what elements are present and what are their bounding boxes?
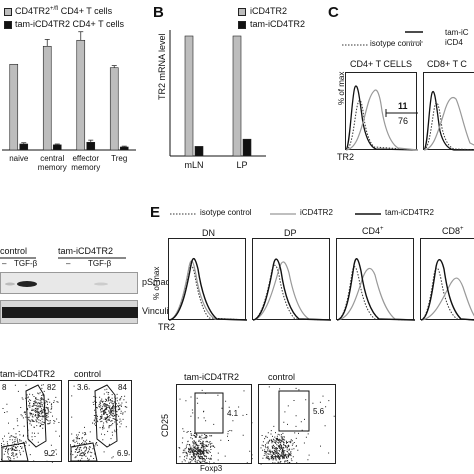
x-axis-label-e: TR2 <box>158 322 176 332</box>
col-label-control: control <box>0 246 28 256</box>
label-control-g: control <box>268 372 296 382</box>
bar-a-0-1 <box>42 45 52 151</box>
subplot-title-dn: DN <box>202 228 215 238</box>
legend-line-e-tam <box>355 213 381 215</box>
tick-label-a-0: naive <box>9 154 29 163</box>
histogram-cd8-e <box>420 238 474 321</box>
legend-label-icd4: iCD4 <box>445 38 463 47</box>
legend-swatch-tam <box>4 21 12 29</box>
bar-a-0-2 <box>76 39 86 151</box>
bar-a-0-3 <box>109 67 119 151</box>
legend-swatch-icd4tr2 <box>238 8 246 16</box>
tick-label-a-1: central <box>40 154 64 163</box>
number-f-6: 6.9 <box>117 449 129 458</box>
legend-label-e-tam: tam-iCD4TR2 <box>385 208 434 217</box>
label-tam-g: tam-iCD4TR2 <box>184 372 240 382</box>
gate-number-tam: 11 <box>398 101 408 111</box>
legend-label-e-isotype: isotype control <box>200 208 252 217</box>
legend-line-tam <box>405 31 423 33</box>
legend-label-tam: tam-iCD4TR2 CD4+ T cells <box>15 19 124 29</box>
blot-psmad2 <box>0 272 138 294</box>
bar-a-1-2 <box>86 141 96 151</box>
panel-letter-e: E <box>150 204 161 221</box>
legend-line-e-icd4tr2 <box>270 213 296 215</box>
number-f-3: 9.2 <box>44 449 56 458</box>
treat-label-3: – <box>66 259 71 268</box>
subplot-title-cd8: CD8+ T C <box>427 59 467 69</box>
col-line-control <box>0 257 36 259</box>
tick-label-b-0: mLN <box>184 160 203 170</box>
dotplot-tam-g: 4.1 <box>176 384 253 465</box>
blot-vinculin <box>0 300 138 324</box>
legend-label-tam-icd4tr2: tam-iCD4TR2 <box>250 19 306 29</box>
x-axis-label-c: TR2 <box>337 152 355 162</box>
bar-b-0-0 <box>184 35 194 157</box>
dotplot-control-g: 5.6 <box>258 384 336 465</box>
legend-label-e-icd4tr2: iCD4TR2 <box>300 208 333 217</box>
tick-label-b-1: LP <box>236 160 247 170</box>
tick-label-a-2: effector <box>72 154 99 163</box>
histogram-cd4-e <box>336 238 416 321</box>
bar-b-0-1 <box>232 35 242 157</box>
label-control-f: control <box>74 369 102 379</box>
y-axis-label-g: CD25 <box>160 413 170 437</box>
legend-swatch-tam-icd4tr2 <box>238 21 246 29</box>
legend-label-tam: tam-iC <box>445 28 469 37</box>
histogram-dn <box>168 238 248 321</box>
tick-label-a-line2-2: memory <box>71 163 100 172</box>
histogram-cd4: 11 76 <box>345 72 419 151</box>
legend-line-isotype <box>342 44 368 46</box>
subplot-title-cd4: CD4+ T CELLS <box>350 59 412 69</box>
y-axis-label-e: % of max <box>152 266 161 300</box>
bar-a-1-3 <box>119 146 129 151</box>
bar-chart-b: mLN LP <box>169 30 266 170</box>
number-f-5: 84 <box>118 383 127 392</box>
legend-label-control: CD4TR2+/fl CD4+ T cells <box>15 6 113 16</box>
treat-label-2: TGF-β <box>14 259 38 268</box>
gate-number-g-control: 5.6 <box>313 407 325 416</box>
panel-letter-b: B <box>153 4 164 21</box>
treat-label-1: – <box>2 259 7 268</box>
number-f-2: 82 <box>47 383 56 392</box>
col-label-tam: tam-iCD4TR2 <box>58 246 114 256</box>
legend-swatch-control <box>4 8 12 16</box>
panel-letter-c: C <box>328 4 339 21</box>
gate-number-g-tam: 4.1 <box>227 409 239 418</box>
bar-a-0-0 <box>9 63 19 151</box>
dotplot-control-f: 3.6 84 6.9 <box>68 380 132 462</box>
number-f-4: 3.6 <box>77 383 89 392</box>
number-f-1: 8 <box>2 383 7 392</box>
scatter-dots <box>70 385 130 462</box>
bar-b-1-0 <box>194 146 204 157</box>
tick-label-a-line2-1: memory <box>38 163 67 172</box>
label-tam-f: tam-iCD4TR2 <box>0 369 56 379</box>
subplot-title-dp: DP <box>284 228 297 238</box>
bar-b-1-1 <box>242 138 252 157</box>
legend-line-icd4 <box>405 41 423 43</box>
col-line-tam <box>58 257 126 259</box>
treat-label-4: TGF-β <box>88 259 112 268</box>
legend-line-e-isotype <box>170 213 196 215</box>
bar-a-1-0 <box>19 143 29 151</box>
bar-a-1-1 <box>52 144 62 151</box>
scatter-dots <box>1 384 60 463</box>
subplot-title-cd8: CD8+ <box>442 226 464 236</box>
legend-label-icd4tr2: iCD4TR2 <box>250 6 288 16</box>
histogram-cd8 <box>423 72 474 151</box>
row-label-vinculin: Vinculin <box>142 306 174 316</box>
histogram-dp <box>252 238 332 321</box>
tick-label-a-3: Treg <box>111 154 127 163</box>
row-label-psmad2: pSmad2 <box>142 277 176 287</box>
legend-label-isotype: isotype control <box>370 39 422 48</box>
scatter-dots <box>178 389 253 465</box>
gate-number-icd4: 76 <box>398 116 409 126</box>
x-axis-label-g: Foxp3 <box>200 464 223 473</box>
subplot-title-cd4: CD4+ <box>362 226 384 236</box>
dotplot-tam-f: 8 82 9.2 <box>0 380 62 463</box>
y-axis-label-b: TR2 mRNA level <box>157 33 167 100</box>
